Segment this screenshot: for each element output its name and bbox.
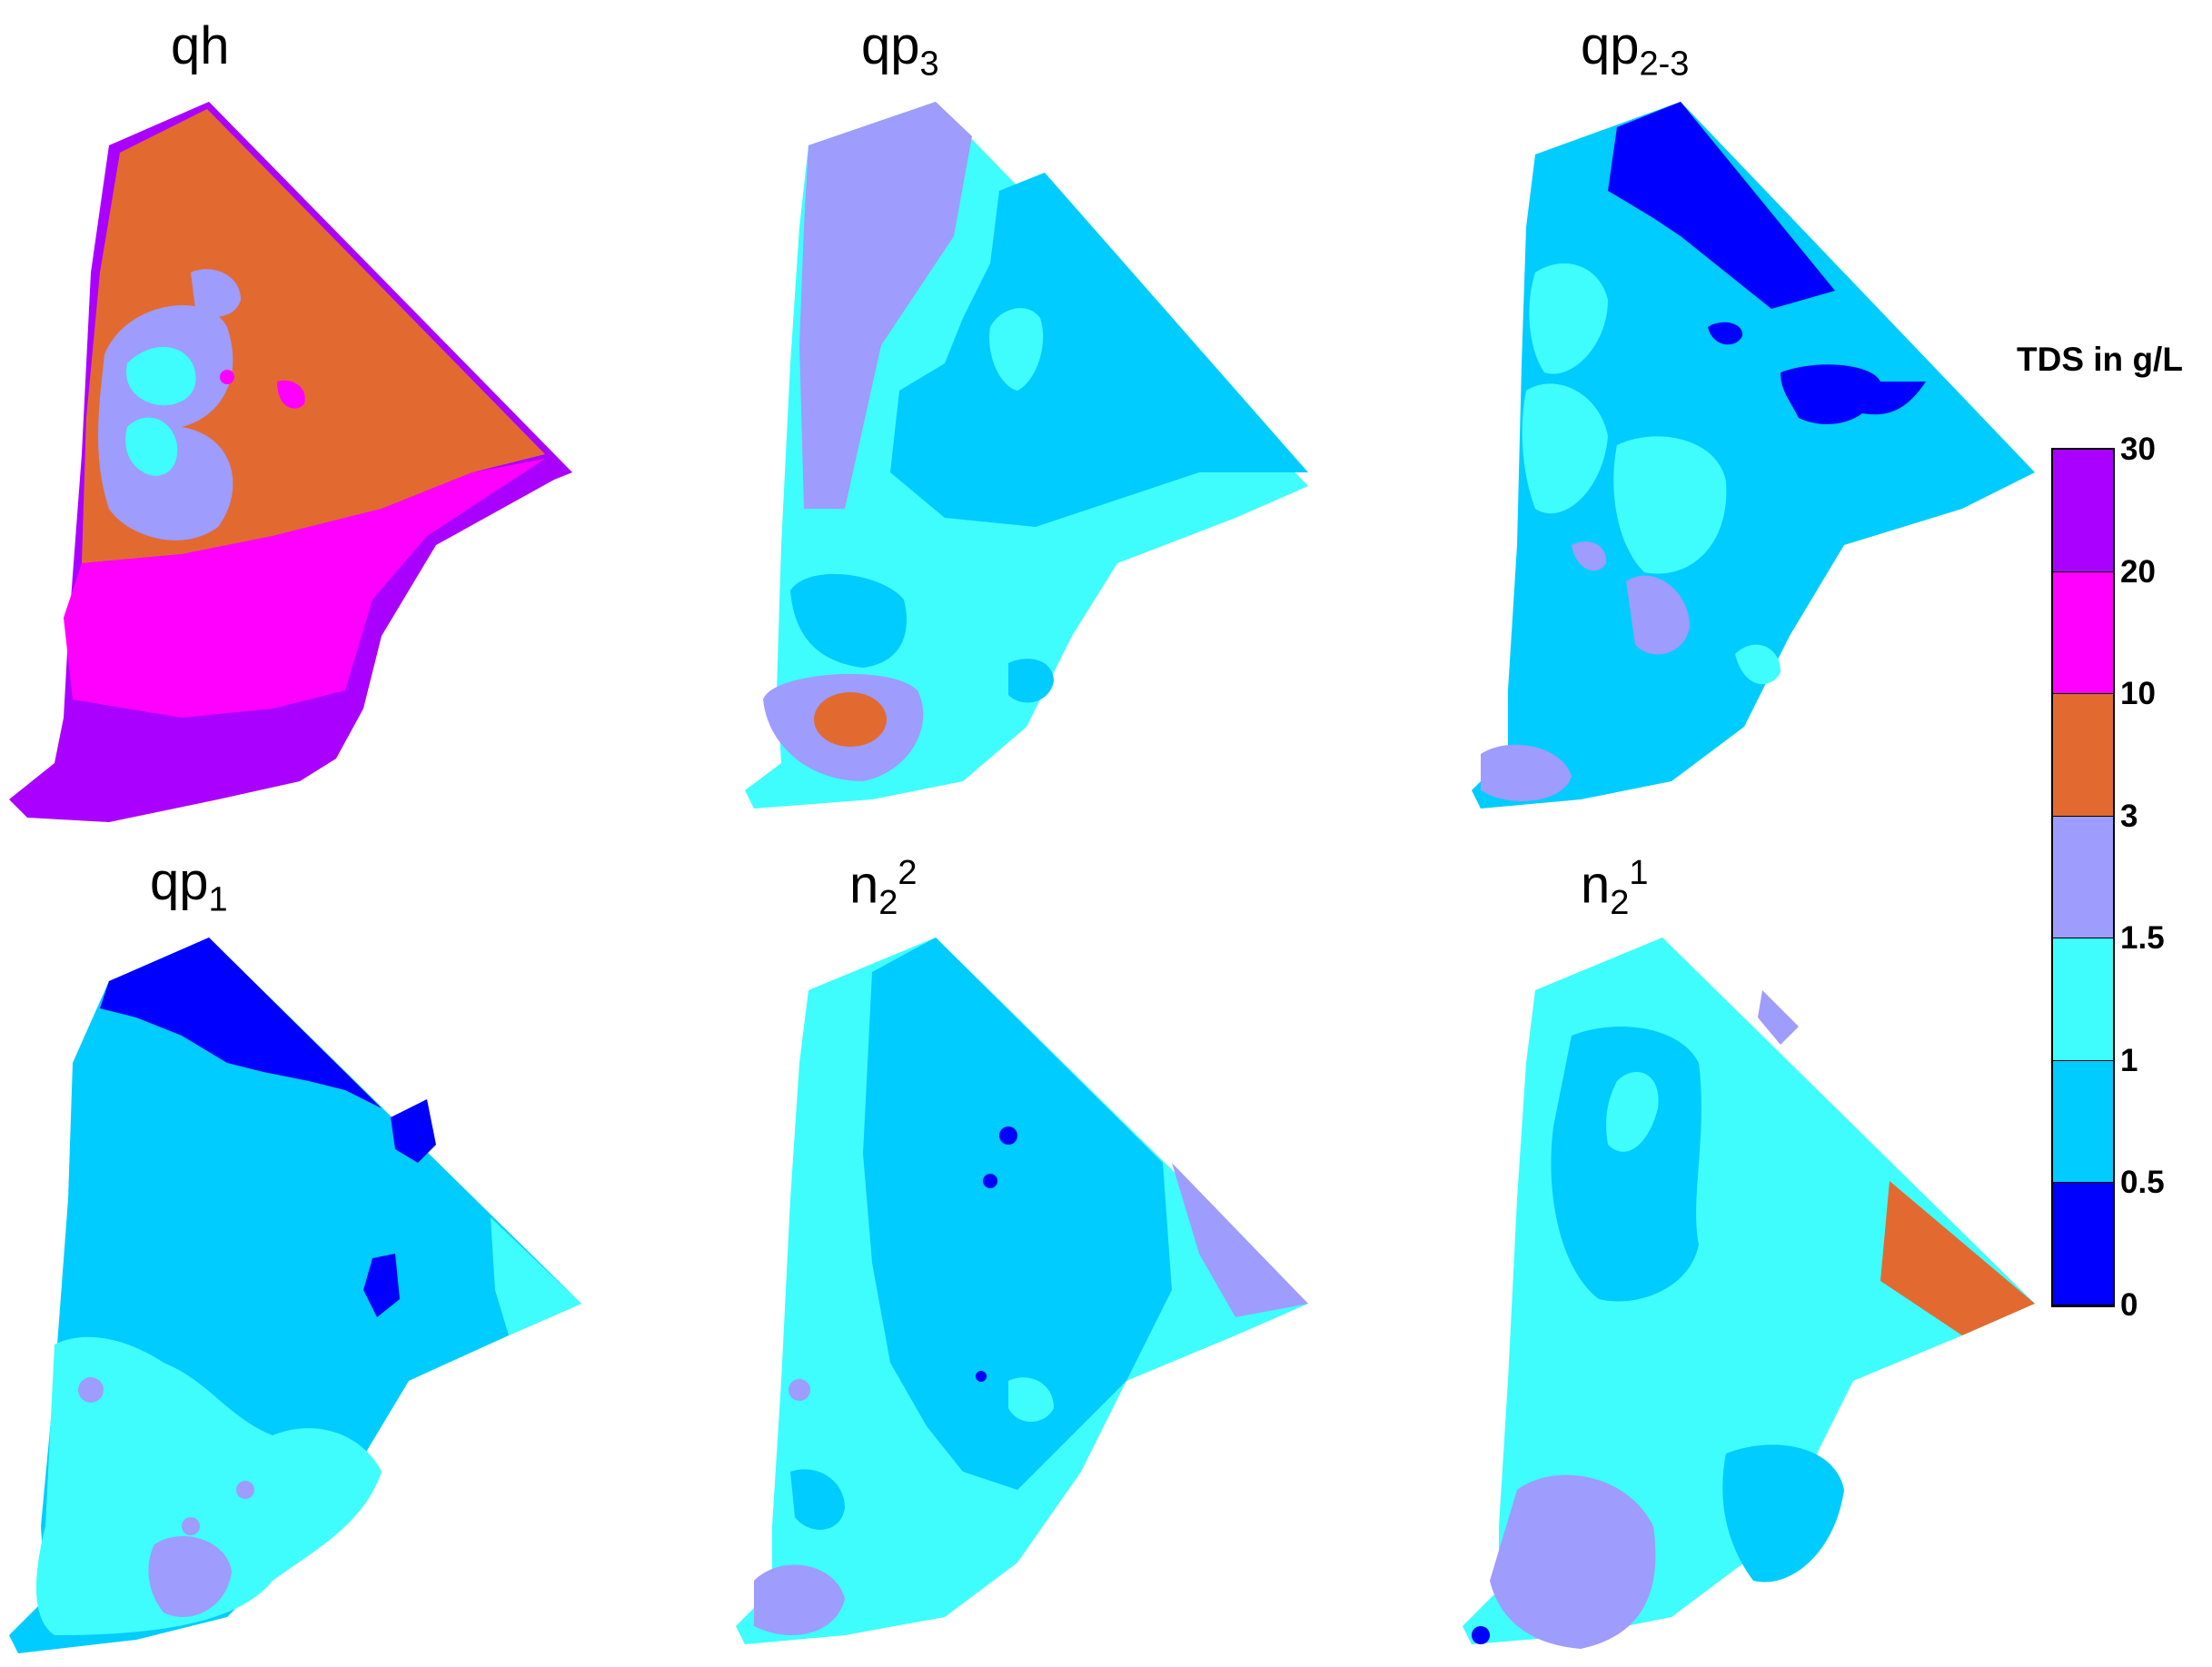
legend-title: TDS in g/L xyxy=(2017,341,2183,378)
legend-tick-label: 0 xyxy=(2120,1287,2138,1323)
tds-map-n2-1 xyxy=(1463,938,2035,1649)
title-subscript: 3 xyxy=(919,45,939,84)
map-panel-qp3: qp3 xyxy=(727,0,1317,836)
title-base: n xyxy=(1581,855,1611,915)
tds-map-qp3 xyxy=(745,102,1308,809)
legend-swatch xyxy=(2053,571,2113,695)
legend-swatch xyxy=(2053,938,2113,1061)
map-panel-qh: qh xyxy=(0,0,590,836)
legend-tick-label: 10 xyxy=(2120,676,2156,712)
title-subscript: 2 xyxy=(878,883,898,922)
legend-color-bar xyxy=(2051,448,2115,1307)
title-base: qp xyxy=(861,16,920,75)
panel-title-n2-2: n22 xyxy=(849,856,918,920)
panel-title-qh: qh xyxy=(171,20,230,73)
legend-swatch xyxy=(2053,1060,2113,1184)
legend-swatch xyxy=(2053,1183,2113,1305)
legend-swatch xyxy=(2053,450,2113,572)
legend-tick-label: 0.5 xyxy=(2120,1165,2165,1201)
title-subscript: 2 xyxy=(1610,883,1630,922)
tds-legend: TDS in g/L 30 20 10 3 1.5 1 0.5 0 xyxy=(2017,341,2207,1323)
title-subscript: 2-3 xyxy=(1639,45,1690,84)
title-superscript: 1 xyxy=(1629,854,1649,892)
legend-tick-label: 20 xyxy=(2120,553,2156,590)
legend-tick-label: 3 xyxy=(2120,798,2138,834)
panel-title-qp1: qp1 xyxy=(150,856,228,918)
legend-swatch xyxy=(2053,816,2113,939)
legend-tick-label: 1.5 xyxy=(2120,920,2165,957)
panel-title-n2-1: n21 xyxy=(1581,856,1649,920)
legend-tick-label: 1 xyxy=(2120,1042,2138,1078)
tds-map-qh xyxy=(9,102,572,822)
title-superscript: 2 xyxy=(898,854,918,892)
map-panel-qp1: qp1 xyxy=(0,836,590,1667)
tds-map-qp2-3 xyxy=(1472,102,2035,809)
title-base: qp xyxy=(1581,16,1640,75)
title-base: n xyxy=(849,855,879,915)
map-panel-n2-1: n21 xyxy=(1453,836,2044,1667)
tds-map-n2-2 xyxy=(736,938,1308,1644)
tds-map-qp1 xyxy=(9,938,581,1653)
title-base: qh xyxy=(171,16,230,75)
legend-tick-label: 30 xyxy=(2120,432,2156,467)
title-base: qp xyxy=(150,852,209,911)
panel-title-qp3: qp3 xyxy=(861,20,939,82)
legend-swatch xyxy=(2053,694,2113,817)
map-panel-n2-2: n22 xyxy=(727,836,1317,1667)
map-panel-qp2-3: qp2-3 xyxy=(1453,0,2044,836)
panel-title-qp2-3: qp2-3 xyxy=(1581,20,1689,82)
title-subscript: 1 xyxy=(208,880,228,919)
